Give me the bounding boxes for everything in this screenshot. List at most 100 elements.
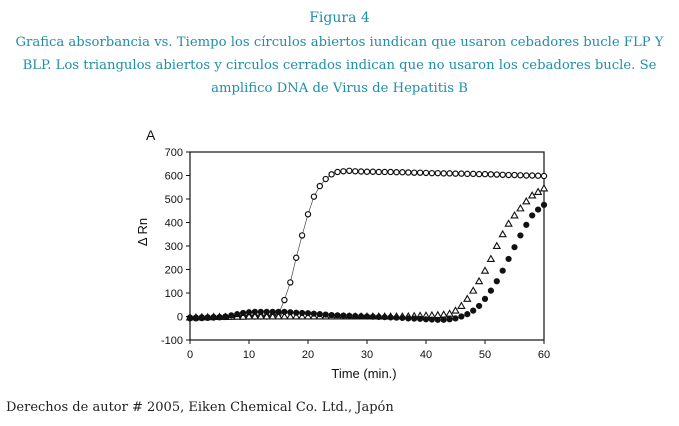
x-tick-label: 0: [187, 349, 193, 361]
data-point: [263, 308, 270, 315]
data-point: [481, 295, 489, 302]
data-point: [516, 203, 525, 212]
data-point: [322, 311, 329, 318]
y-tick-label: 200: [165, 265, 183, 277]
data-point: [475, 170, 483, 178]
y-tick-label: 100: [165, 288, 183, 300]
data-point: [480, 266, 490, 274]
x-axis: 0 10 20 30 40 50 60: [187, 340, 550, 361]
data-point: [304, 211, 312, 218]
x-tick-label: 10: [243, 349, 255, 361]
data-point: [293, 309, 300, 316]
data-point: [493, 171, 500, 178]
data-point: [463, 294, 472, 302]
data-point: [256, 312, 266, 320]
data-point: [387, 168, 394, 176]
data-point: [393, 314, 400, 321]
x-axis-label: Time (min.): [331, 366, 396, 381]
data-point: [275, 308, 282, 315]
data-point: [511, 244, 518, 251]
data-point: [286, 312, 295, 320]
data-point: [251, 308, 258, 315]
data-point: [527, 191, 537, 199]
x-tick-label: 40: [420, 349, 432, 361]
data-point: [499, 171, 506, 178]
series-filled-circle: [186, 201, 548, 323]
data-point: [505, 255, 512, 263]
y-tick-label: 600: [165, 171, 183, 183]
data-point: [498, 229, 507, 238]
data-point: [540, 172, 548, 180]
data-point: [310, 193, 318, 200]
series-line: [190, 170, 545, 319]
data-point: [281, 296, 288, 304]
data-point: [522, 196, 531, 205]
data-point: [510, 211, 519, 219]
y-tick-label: 400: [165, 218, 183, 230]
data-point: [492, 241, 502, 250]
data-point: [539, 184, 549, 192]
data-point: [369, 168, 377, 175]
data-point: [458, 170, 465, 177]
y-tick-label: 700: [165, 147, 183, 159]
data-point: [470, 170, 477, 178]
panel-label: A: [146, 127, 156, 143]
figure-description: Grafica absorbancia vs. Tiempo los círcu…: [15, 35, 664, 96]
data-point: [328, 171, 335, 178]
data-point: [468, 286, 478, 294]
data-point: [268, 312, 277, 320]
data-point: [393, 169, 400, 176]
x-tick-label: 30: [361, 349, 373, 361]
data-point: [534, 172, 542, 179]
figure-label: Figura 4: [309, 10, 370, 26]
data-point: [445, 309, 454, 317]
data-point: [304, 310, 312, 317]
y-tick-label: -100: [161, 335, 183, 347]
data-point: [358, 313, 365, 320]
data-point: [523, 221, 530, 228]
data-point: [517, 172, 524, 179]
data-point: [511, 171, 518, 179]
data-point: [198, 315, 205, 322]
data-point: [451, 306, 460, 314]
series-layer: [185, 167, 549, 323]
data-point: [281, 308, 288, 315]
data-point: [192, 315, 199, 322]
data-point: [486, 254, 496, 262]
y-tick-label: 500: [165, 194, 183, 206]
data-point: [250, 312, 260, 320]
data-point: [291, 312, 301, 320]
data-point: [375, 168, 382, 176]
data-point: [487, 287, 495, 294]
data-point: [210, 314, 217, 321]
data-point: [458, 313, 465, 320]
data-point: [474, 276, 484, 285]
data-point: [493, 278, 500, 285]
data-point: [234, 311, 241, 318]
data-point: [422, 316, 430, 323]
data-point: [434, 169, 441, 177]
data-point: [476, 302, 483, 310]
data-point: [517, 232, 524, 239]
data-point: [411, 315, 418, 322]
y-axis: -100 0 100 200 300 400 500 600 700: [161, 147, 190, 347]
data-point: [280, 312, 289, 320]
data-point: [316, 311, 323, 318]
data-point: [293, 254, 300, 261]
data-point: [381, 168, 388, 176]
data-point: [464, 170, 471, 178]
data-point: [529, 212, 536, 219]
data-point: [446, 316, 453, 323]
data-point: [186, 315, 194, 322]
data-point: [363, 313, 371, 320]
data-point: [534, 206, 542, 213]
data-point: [244, 312, 254, 320]
data-point: [257, 308, 264, 315]
data-point: [387, 314, 394, 321]
data-point: [287, 309, 294, 316]
data-point: [346, 167, 353, 174]
data-point: [287, 279, 294, 286]
data-point: [245, 309, 253, 316]
data-point: [240, 309, 247, 317]
data-point: [505, 171, 512, 179]
